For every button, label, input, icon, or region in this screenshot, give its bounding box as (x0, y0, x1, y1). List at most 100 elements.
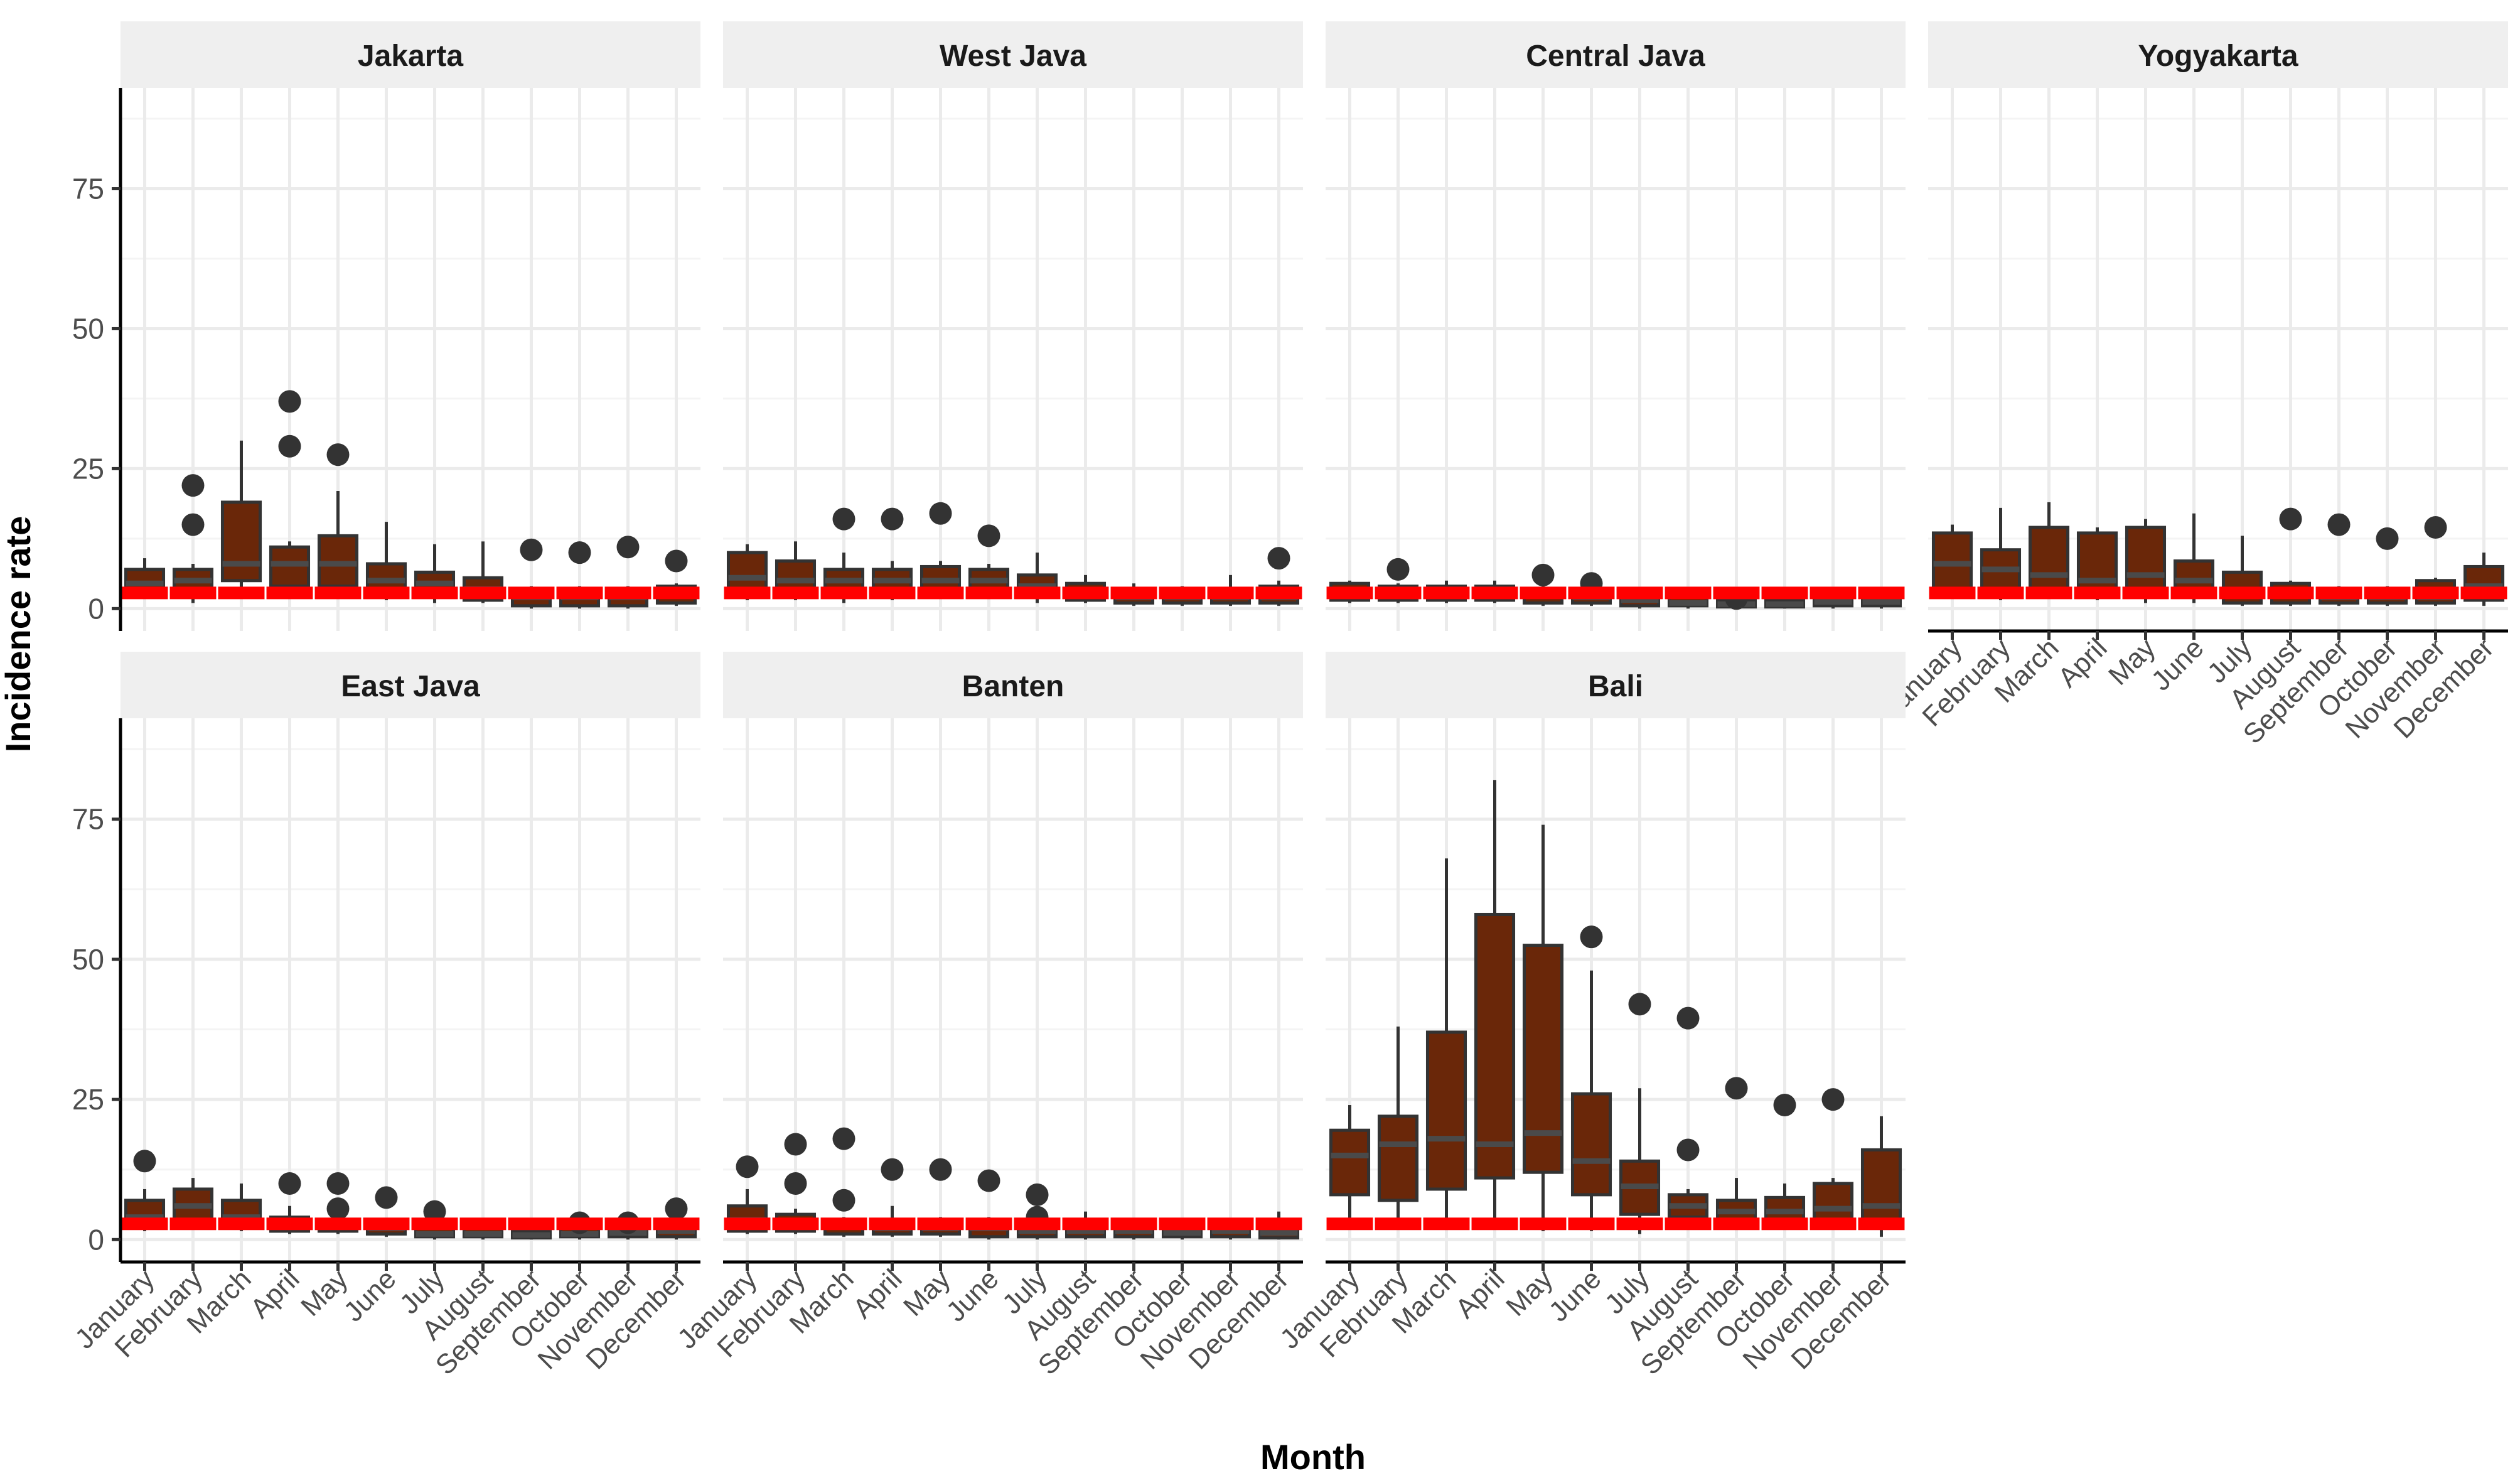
outlier-point (520, 538, 543, 561)
facet-strip (121, 21, 700, 88)
box-july (1619, 993, 1661, 1234)
outlier-point (375, 1186, 398, 1209)
panel-west-java: West Java (723, 21, 1303, 631)
outlier-point (929, 1158, 952, 1181)
outlier-point (832, 1189, 855, 1212)
box-iqr (1377, 1114, 1419, 1202)
box-september (510, 1228, 552, 1240)
outlier-point (1725, 1077, 1748, 1100)
y-axis-title: Incidence rate (0, 516, 38, 753)
box-iqr (220, 500, 262, 583)
box-may (1522, 824, 1564, 1231)
outlier-point (1026, 1183, 1049, 1206)
facet-title: Banten (962, 670, 1064, 703)
box-iqr (1570, 1092, 1612, 1197)
outlier-point (881, 507, 904, 531)
y-tick-label: 75 (72, 173, 104, 205)
outlier-point (326, 443, 350, 466)
outlier-point (326, 1197, 350, 1221)
box-october (1764, 597, 1806, 609)
outlier-point (1676, 1138, 1700, 1162)
outlier-point (133, 1150, 156, 1173)
outlier-point (1628, 993, 1651, 1016)
box-february (1377, 1027, 1419, 1223)
y-tick-label: 0 (88, 1223, 104, 1256)
box-november (1812, 1088, 1854, 1229)
outlier-point (616, 536, 640, 559)
facet-title: East Java (341, 670, 480, 703)
outlier-point (2327, 513, 2351, 536)
facet-strip (723, 652, 1303, 718)
outlier-point (2424, 516, 2447, 539)
y-tick-label: 50 (72, 943, 104, 976)
facet-strip (723, 21, 1303, 88)
facet-title: West Java (940, 40, 1086, 73)
outlier-point (1580, 925, 1603, 949)
y-tick-label: 0 (88, 592, 104, 625)
box-iqr (1812, 1182, 1854, 1225)
outlier-point (2279, 507, 2302, 531)
box-april (1474, 780, 1516, 1223)
outlier-point (1531, 563, 1555, 586)
outlier-point (1386, 558, 1410, 581)
box-iqr (1522, 944, 1564, 1174)
box-iqr (2125, 526, 2167, 599)
box-june (1570, 925, 1612, 1231)
outlier-point (665, 1197, 688, 1221)
outlier-point (278, 434, 301, 458)
box-june (968, 524, 1010, 598)
facet-strip (1928, 21, 2508, 88)
box-iqr (1860, 1148, 1902, 1230)
box-april (2076, 527, 2118, 600)
box-may (317, 443, 359, 592)
outlier-point (278, 1172, 301, 1195)
outlier-point (568, 541, 591, 564)
panel-jakarta: Jakarta 0 25 50 75 (72, 21, 700, 631)
outlier-point (181, 513, 205, 536)
panel-banten: BantenJanuaryFebruaryMarchAprilMayJuneJu… (672, 652, 1303, 1381)
y-tick-label: 50 (72, 312, 104, 345)
outlier-point (929, 502, 952, 525)
box-august (1667, 1006, 1709, 1229)
outlier-point (784, 1133, 807, 1156)
box-march (1425, 858, 1467, 1223)
y-tick-label: 25 (72, 452, 104, 485)
facet-title: Bali (1588, 670, 1643, 703)
box-march (220, 440, 262, 598)
outlier-point (423, 1200, 446, 1223)
facet-title: Central Java (1526, 40, 1705, 73)
outlier-point (1821, 1088, 1845, 1111)
outlier-point (1267, 547, 1290, 570)
outlier-point (1773, 1094, 1796, 1117)
box-iqr (1425, 1030, 1467, 1191)
x-axis-title: Month (1260, 1437, 1366, 1477)
outlier-point (784, 1172, 807, 1195)
box-april (269, 390, 311, 598)
box-december (1860, 1116, 1902, 1237)
outlier-point (832, 1127, 855, 1150)
facet-title: Yogyakarta (2138, 40, 2298, 73)
panel-central-java: Central Java (1326, 21, 1906, 631)
facet-title: Jakarta (358, 40, 463, 73)
box-august (1667, 595, 1709, 609)
outlier-point (881, 1158, 904, 1181)
outlier-point (181, 474, 205, 497)
box-january (1931, 524, 1973, 598)
outlier-point (977, 524, 1000, 547)
panels-layer: Jakarta 0 25 50 75 West Java Central Java Yogya… (69, 21, 2508, 1381)
box-iqr (2028, 526, 2070, 594)
box-may (2125, 519, 2167, 603)
y-tick-label: 75 (72, 803, 104, 836)
outlier-point (326, 1172, 350, 1195)
outlier-point (278, 390, 301, 413)
box-iqr (1329, 1128, 1371, 1197)
outlier-point (832, 507, 855, 531)
outlier-point (977, 1169, 1000, 1192)
box-iqr (1474, 912, 1516, 1180)
facet-strip (121, 652, 700, 718)
facet-strip (1326, 652, 1906, 718)
y-tick-label: 25 (72, 1083, 104, 1116)
facet-strip (1326, 21, 1906, 88)
outlier-point (2376, 527, 2399, 550)
